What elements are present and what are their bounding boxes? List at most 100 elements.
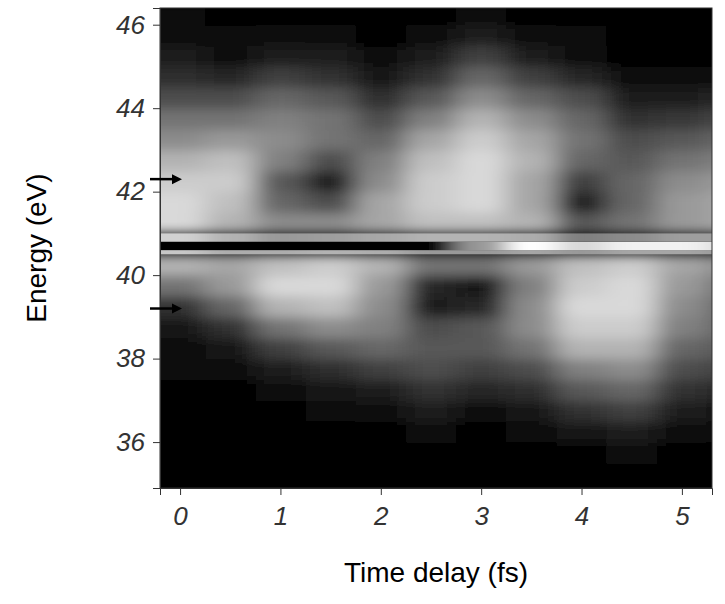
heatmap-cell xyxy=(205,192,256,213)
heatmap-cell xyxy=(506,275,557,296)
y-axis: 363840424446 xyxy=(116,9,160,489)
y-tick: 44 xyxy=(116,93,160,123)
heatmap-cell xyxy=(255,129,306,150)
heatmap-cell xyxy=(356,242,407,250)
heatmap-cell xyxy=(607,192,658,213)
heatmap-cell xyxy=(406,400,457,421)
heatmap-cell xyxy=(255,296,306,317)
heatmap-cell xyxy=(406,25,457,46)
heatmap-cell xyxy=(306,296,357,317)
y-tick-label: 40 xyxy=(116,260,145,290)
heatmap-cell xyxy=(657,359,708,380)
heatmap-cell xyxy=(356,233,407,241)
heatmap-cell xyxy=(657,317,708,338)
heatmap-cell xyxy=(255,8,306,25)
heatmap-cell xyxy=(607,8,658,25)
heatmap-cells xyxy=(160,8,712,488)
heatmap-cell xyxy=(607,242,658,250)
heatmap-cell xyxy=(255,150,306,171)
heatmap-cell xyxy=(506,129,557,150)
heatmap-cell xyxy=(160,338,206,359)
heatmap-cell xyxy=(506,233,557,241)
heatmap-cell xyxy=(306,171,357,192)
heatmap-cell xyxy=(506,463,557,484)
y-tick: 36 xyxy=(116,427,160,457)
heatmap-cell xyxy=(406,87,457,108)
heatmap-cell xyxy=(456,421,507,442)
x-tick: 4 xyxy=(575,488,589,531)
heatmap-cell xyxy=(406,129,457,150)
heatmap-cell xyxy=(456,250,507,254)
x-tick-label: 3 xyxy=(474,501,489,531)
x-tick-mark xyxy=(180,488,181,495)
heatmap-line-cells xyxy=(160,233,712,254)
heatmap-cell xyxy=(406,317,457,338)
heatmap-cell xyxy=(306,129,357,150)
heatmap-cell xyxy=(406,421,457,442)
heatmap-cell xyxy=(607,317,658,338)
arrow-head xyxy=(172,304,182,314)
heatmap-cell xyxy=(707,421,712,442)
heatmap-cell xyxy=(306,379,357,400)
x-tick-label: 1 xyxy=(274,501,288,531)
heatmap-cell xyxy=(205,484,256,488)
heatmap-cell xyxy=(406,46,457,67)
heatmap-cell xyxy=(657,275,708,296)
heatmap-cell xyxy=(556,338,607,359)
y-tick-label: 38 xyxy=(116,343,145,373)
heatmap-cell xyxy=(356,338,407,359)
heatmap-cell xyxy=(160,317,206,338)
heatmap-cell xyxy=(160,150,206,171)
heatmap-cell xyxy=(356,421,407,442)
x-tick-mark xyxy=(481,488,482,495)
heatmap-cell xyxy=(707,108,712,129)
heatmap-cell xyxy=(406,296,457,317)
heatmap-cell xyxy=(506,296,557,317)
arrow-shaft xyxy=(150,178,174,181)
heatmap-cell xyxy=(255,359,306,380)
heatmap-cell xyxy=(356,296,407,317)
chart-root: 012345363840424446Time delay (fs)Energy … xyxy=(0,0,725,604)
heatmap-cell xyxy=(356,192,407,213)
heatmap-cell xyxy=(205,421,256,442)
heatmap-cell xyxy=(456,46,507,67)
heatmap-cell xyxy=(160,254,206,275)
heatmap-cell xyxy=(657,8,708,25)
heatmap-cell xyxy=(205,87,256,108)
heatmap-cell xyxy=(556,129,607,150)
x-tick: 0 xyxy=(173,488,188,531)
arrow xyxy=(150,174,182,184)
heatmap-cell xyxy=(160,233,206,241)
heatmap-cell xyxy=(607,66,658,87)
heatmap-cell xyxy=(255,317,306,338)
y-axis-title: Energy (eV) xyxy=(21,173,52,322)
heatmap-cell xyxy=(607,296,658,317)
heatmap-cell xyxy=(406,192,457,213)
heatmap-cell xyxy=(205,250,256,254)
heatmap-cell xyxy=(707,338,712,359)
heatmap-cell xyxy=(707,317,712,338)
y-tick: 38 xyxy=(116,343,160,373)
x-tick: 3 xyxy=(474,488,489,531)
heatmap-cell xyxy=(255,442,306,463)
heatmap-cell xyxy=(160,213,206,234)
heatmap-cell xyxy=(707,87,712,108)
y-tick-mark xyxy=(153,25,160,26)
heatmap-cell xyxy=(456,484,507,488)
heatmap-cell xyxy=(306,250,357,254)
heatmap-cell xyxy=(160,442,206,463)
heatmap-cell xyxy=(556,296,607,317)
plot-frame xyxy=(160,8,712,488)
x-tick-mark xyxy=(682,488,683,495)
heatmap-cell xyxy=(406,359,457,380)
heatmap-cell xyxy=(306,150,357,171)
heatmap-cell xyxy=(506,254,557,275)
heatmap-cell xyxy=(205,463,256,484)
heatmap-cell xyxy=(607,359,658,380)
heatmap-cell xyxy=(205,171,256,192)
heatmap-cell xyxy=(406,213,457,234)
y-tick-label: 44 xyxy=(116,93,145,123)
heatmap-cell xyxy=(506,150,557,171)
heatmap-cell xyxy=(160,87,206,108)
heatmap-cell xyxy=(607,213,658,234)
